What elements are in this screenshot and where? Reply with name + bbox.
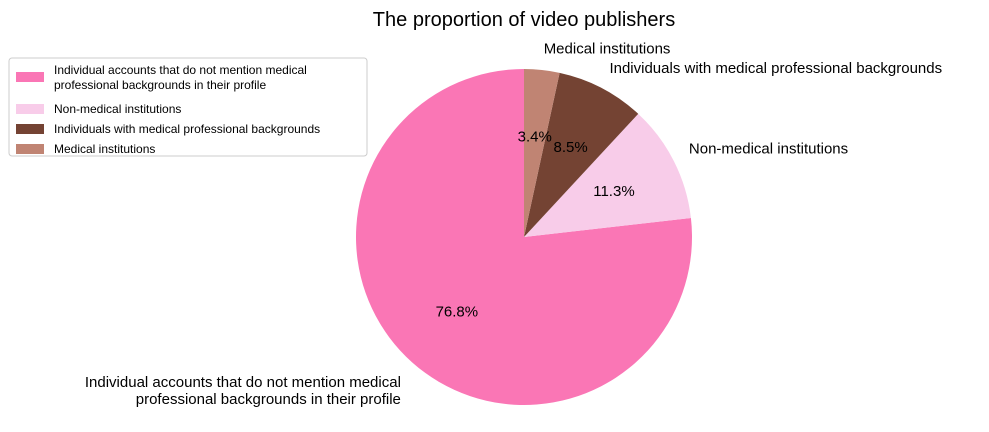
slice-label-individuals-with-medical-professional-backgrounds: Individuals with medical professional ba…: [609, 60, 942, 77]
legend-frame: [8, 57, 368, 157]
pct-label-individuals-with-medical-professional-backgrounds: 8.5%: [554, 139, 588, 156]
legend: Individual accounts that do not mention …: [8, 57, 368, 157]
percentage-labels: 76.8% 11.3% 8.5%3.4%: [436, 128, 635, 320]
legend-swatch: [16, 72, 44, 82]
pct-label-non-medical-institutions: 11.3%: [593, 183, 634, 200]
pie-slice-individuals-with-medical-professional-backgrounds: [524, 72, 639, 237]
legend-label: Non-medical institutions: [54, 102, 181, 116]
slice-label-medical-institutions: Medical institutions: [544, 40, 671, 57]
pie-slices: [356, 69, 692, 405]
legend-swatch: [16, 144, 44, 154]
pie-slice-medical-institutions: [524, 69, 560, 237]
legend-label: Individuals with medical professional ba…: [54, 122, 320, 136]
legend-label: Medical institutions: [54, 142, 155, 156]
legend-swatch: [16, 104, 44, 114]
chart-title: The proportion of video publishers: [373, 9, 675, 31]
slice-label-individual-accounts-that-do-not-mention-medical-professional-backgrounds-in-their-profile: Individual accounts that do not mention …: [85, 374, 401, 408]
pct-label-individual-accounts-that-do-not-mention-medical-professional-backgrounds-in-their-profile: 76.8%: [436, 304, 479, 321]
slice-labels: Individual accounts that do not mention …: [85, 40, 942, 408]
legend-label: Individual accounts that do not mention …: [54, 63, 307, 92]
pie-slice-non-medical-institutions: [524, 113, 691, 237]
pct-label-medical-institutions: 3.4%: [518, 128, 552, 145]
slice-label-non-medical-institutions: Non-medical institutions: [689, 141, 848, 158]
legend-swatch: [16, 124, 44, 134]
